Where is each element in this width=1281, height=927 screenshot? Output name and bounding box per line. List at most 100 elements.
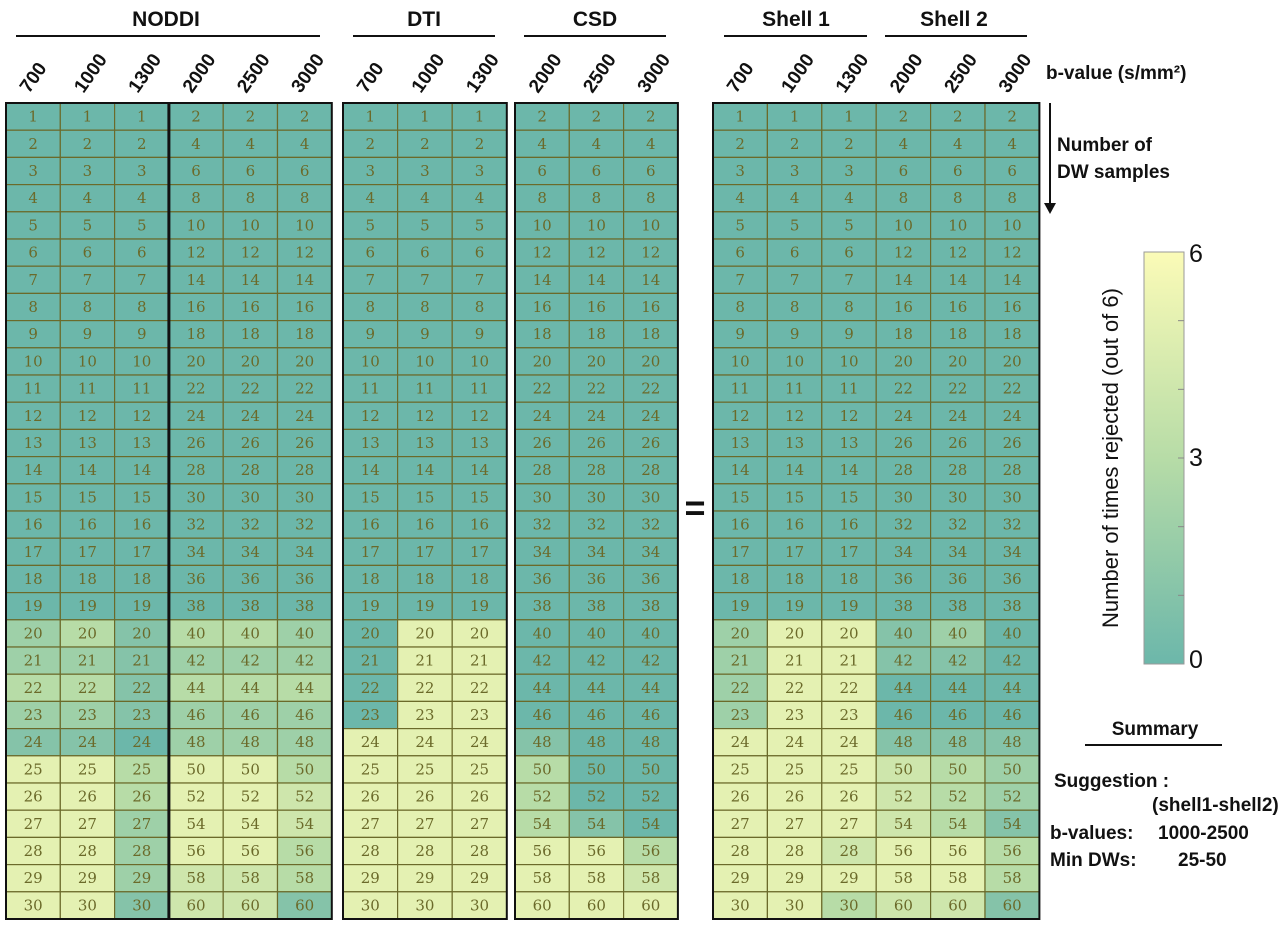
cell-label-0-24-0: 25 bbox=[24, 760, 43, 778]
colorbar-tick-3: 3 bbox=[1189, 444, 1203, 472]
cell-0-13-4 bbox=[222, 456, 279, 485]
cell-label-2-3-1: 8 bbox=[592, 189, 602, 207]
cell-2-25-1 bbox=[568, 782, 625, 811]
cell-1-21-2 bbox=[451, 673, 508, 703]
cell-label-3-0-0: 1 bbox=[735, 108, 745, 126]
cell-1-7-1 bbox=[397, 292, 453, 322]
cell-3-9-5 bbox=[984, 347, 1041, 376]
cell-label-3-7-4: 16 bbox=[948, 298, 967, 316]
cell-3-19-1 bbox=[766, 619, 823, 648]
cell-label-3-27-2: 28 bbox=[839, 842, 858, 860]
cell-label-1-17-2: 18 bbox=[470, 570, 489, 588]
cell-label-3-15-0: 16 bbox=[731, 516, 750, 534]
cell-label-1-3-2: 4 bbox=[475, 189, 485, 207]
cell-label-1-14-0: 15 bbox=[361, 488, 380, 506]
cell-label-0-13-5: 28 bbox=[295, 461, 314, 479]
cell-3-14-1 bbox=[766, 483, 823, 512]
cell-label-2-22-2: 46 bbox=[641, 706, 660, 724]
cell-label-3-12-4: 26 bbox=[948, 434, 967, 452]
cell-0-15-5 bbox=[276, 510, 333, 539]
cell-0-18-4 bbox=[222, 591, 279, 621]
cell-3-29-5 bbox=[984, 891, 1041, 920]
cell-label-0-3-5: 8 bbox=[300, 189, 310, 207]
cell-1-1-1 bbox=[397, 129, 453, 158]
group-title-0: NODDI bbox=[132, 8, 200, 31]
cell-label-2-20-0: 42 bbox=[533, 652, 552, 670]
cell-label-1-26-2: 27 bbox=[470, 815, 489, 833]
cell-3-10-4 bbox=[929, 374, 986, 403]
cell-label-0-11-2: 12 bbox=[132, 407, 151, 425]
cell-label-0-7-2: 8 bbox=[137, 298, 147, 316]
cell-label-2-29-0: 60 bbox=[533, 896, 552, 914]
cell-label-2-11-2: 24 bbox=[641, 407, 660, 425]
cell-1-5-2 bbox=[451, 238, 508, 267]
cell-label-2-6-1: 14 bbox=[587, 271, 606, 289]
cell-label-3-0-4: 2 bbox=[953, 108, 963, 126]
cell-label-0-4-0: 5 bbox=[28, 216, 38, 234]
cell-label-0-16-3: 34 bbox=[187, 543, 206, 561]
cell-0-23-3 bbox=[168, 727, 224, 757]
cell-label-3-16-1: 17 bbox=[785, 543, 804, 561]
cell-3-12-5 bbox=[984, 428, 1041, 458]
cell-label-1-29-1: 30 bbox=[415, 896, 434, 914]
cell-label-3-26-0: 27 bbox=[731, 815, 750, 833]
cell-label-1-6-0: 7 bbox=[366, 271, 376, 289]
cell-2-13-2 bbox=[622, 456, 679, 485]
cell-label-0-5-5: 12 bbox=[295, 244, 314, 262]
cell-label-0-13-3: 28 bbox=[187, 461, 206, 479]
min-dw-label: Min DWs: bbox=[1050, 850, 1137, 871]
cell-label-0-20-3: 42 bbox=[187, 652, 206, 670]
cell-label-0-21-0: 22 bbox=[24, 679, 43, 697]
panel-shell1-shell2: 1 1 1 2 2 22 2 2 4 4 43 3 3 6 6 64 4 4 8 8 85 5 5 10 10 106 6 6 12 12… bbox=[712, 102, 1041, 920]
cell-3-27-0 bbox=[712, 836, 769, 866]
cell-label-0-6-1: 7 bbox=[83, 271, 93, 289]
cell-3-12-2 bbox=[821, 428, 877, 458]
cell-label-3-3-2: 4 bbox=[844, 189, 854, 207]
cell-0-26-4 bbox=[222, 809, 279, 839]
cell-label-2-9-2: 20 bbox=[641, 352, 660, 370]
cell-label-3-13-3: 28 bbox=[894, 461, 913, 479]
cell-label-0-4-5: 10 bbox=[295, 216, 314, 234]
cell-label-0-9-0: 10 bbox=[24, 352, 43, 370]
cell-label-1-0-2: 1 bbox=[475, 108, 485, 126]
cell-label-2-29-2: 60 bbox=[641, 896, 660, 914]
cell-label-3-3-1: 4 bbox=[790, 189, 800, 207]
group-title-3: Shell 1 bbox=[762, 8, 830, 31]
cell-label-0-10-1: 11 bbox=[78, 380, 97, 398]
cell-label-0-15-0: 16 bbox=[24, 516, 43, 534]
cell-label-0-29-4: 60 bbox=[241, 896, 260, 914]
cell-label-2-21-0: 44 bbox=[533, 679, 552, 697]
cell-label-0-7-0: 8 bbox=[28, 298, 38, 316]
y-axis-annotation: Number of DW samples bbox=[1044, 103, 1170, 214]
cell-3-8-4 bbox=[929, 320, 986, 349]
cell-1-26-1 bbox=[397, 809, 453, 839]
cell-3-0-3 bbox=[875, 102, 932, 131]
cell-label-0-19-5: 40 bbox=[295, 624, 314, 642]
cell-label-2-28-1: 58 bbox=[587, 869, 606, 887]
cell-label-1-19-0: 20 bbox=[361, 624, 380, 642]
cell-label-0-25-5: 52 bbox=[295, 788, 314, 806]
cell-2-20-2 bbox=[622, 646, 679, 675]
cell-label-0-4-4: 10 bbox=[241, 216, 260, 234]
cell-label-1-29-2: 30 bbox=[470, 896, 489, 914]
cell-1-10-0 bbox=[342, 374, 399, 403]
cell-1-22-2 bbox=[451, 700, 508, 730]
cell-label-0-6-3: 14 bbox=[187, 271, 206, 289]
cell-label-0-11-1: 12 bbox=[78, 407, 97, 425]
cell-3-14-5 bbox=[984, 483, 1041, 512]
cell-label-3-24-4: 50 bbox=[948, 760, 967, 778]
cell-label-2-14-1: 30 bbox=[587, 488, 606, 506]
cell-label-3-26-5: 54 bbox=[1003, 815, 1022, 833]
cell-label-3-7-3: 16 bbox=[894, 298, 913, 316]
cell-label-0-11-0: 12 bbox=[24, 407, 43, 425]
cell-label-3-1-1: 2 bbox=[790, 135, 800, 153]
cell-2-22-1 bbox=[568, 700, 625, 730]
cell-label-1-8-2: 9 bbox=[475, 325, 485, 343]
cell-0-22-1 bbox=[59, 700, 116, 730]
cell-label-2-4-2: 10 bbox=[641, 216, 660, 234]
cell-label-2-21-1: 44 bbox=[587, 679, 606, 697]
cell-label-2-12-1: 26 bbox=[587, 434, 606, 452]
cell-3-17-3 bbox=[875, 564, 932, 594]
cell-label-1-11-2: 12 bbox=[470, 407, 489, 425]
cell-label-0-0-0: 1 bbox=[28, 108, 38, 126]
